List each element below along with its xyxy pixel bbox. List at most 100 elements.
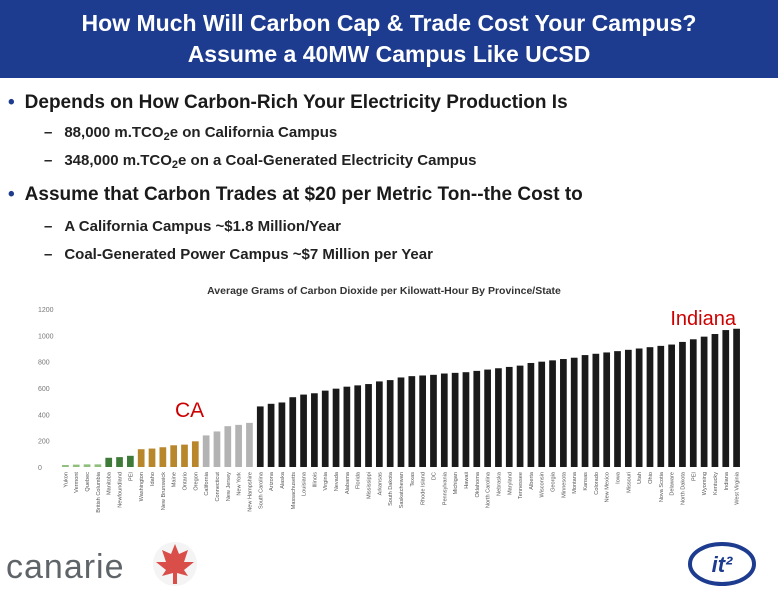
bar [213,431,221,467]
maple-leaf-logo [153,542,197,586]
sub-bullet-1-2-pre: 348,000 m.TCO [64,152,172,169]
bar [538,361,546,467]
y-tick-label: 200 [38,439,50,446]
bar [484,369,491,467]
bar [375,381,383,467]
sub-bullet-1-1-pre: 88,000 m.TCO [64,124,164,141]
x-tick-label: Minnesota [561,471,567,498]
y-tick-label: 1200 [38,307,54,314]
sub-bullet-1-2: –348,000 m.TCO2e on a Coal-Generated Ele… [44,152,476,171]
bar [451,372,459,467]
x-tick-label: Arkansas [377,472,383,496]
bar [614,351,621,467]
bar [116,457,123,468]
bar [137,449,145,467]
bar [440,373,448,467]
x-tick-label: West Virginia [735,471,741,505]
bar [700,336,708,467]
bar [105,457,113,467]
bar [505,366,513,467]
bar [148,448,156,467]
x-labels: Yukon Vermont Quebec British Columbia Manito… [63,471,740,513]
x-tick-label: Iowa [616,471,622,484]
x-tick-label: Delaware [670,472,676,496]
x-tick-label: New Hampshire [247,472,253,512]
bar [419,375,426,467]
dash: – [44,124,53,141]
x-tick-label: New Jersey [226,472,232,501]
sub-bullet-2-2-text: Coal-Generated Power Campus ~$7 Million … [64,246,433,263]
x-tick-label: PEI [691,472,697,481]
x-tick-label: Rhode Island [421,472,427,505]
bullet-1-text: Depends on How Carbon-Rich Your Electric… [24,92,568,113]
x-tick-label: Alaska [280,471,286,489]
x-tick-label: Pennsylvania [442,471,448,505]
bar [94,464,102,467]
x-tick-label: New York [237,472,243,496]
it2-ring [688,542,756,586]
bar [516,365,524,467]
bar [668,344,675,467]
x-tick-label: Louisiana [302,471,308,496]
sub-bullet-1-2-post: e on a Coal-Generated Electricity Campus [178,152,477,169]
bar [300,394,307,467]
bar [311,393,318,467]
x-tick-label: California [204,471,210,496]
bar [202,435,210,467]
bar [72,464,80,467]
dash: – [44,218,53,235]
bar [267,403,275,467]
x-tick-label: Alberta [529,471,535,490]
x-tick-label: British Columbia [96,471,102,513]
x-tick-label: Nevada [334,471,340,491]
x-tick-label: North Dakota [680,471,686,505]
x-tick-label: Ohio [648,472,654,484]
bar [235,424,242,467]
bar [354,385,362,467]
x-tick-label: Nebraska [496,471,502,496]
bar [581,355,589,467]
bar [679,341,686,467]
bar [397,377,405,467]
bars-group [62,328,740,468]
bar [386,380,394,467]
bar [473,370,481,467]
x-tick-label: Maryland [507,472,513,495]
sub-bullet-2-1: – A California Campus ~$1.8 Million/Year [44,218,341,235]
x-tick-label: Kentucky [713,472,719,495]
x-tick-label: Oregon [193,472,199,491]
x-tick-label: New Brunswick [161,472,167,510]
y-tick-label: 400 [38,412,50,419]
bar [62,465,69,467]
x-tick-label: Indiana [724,471,730,490]
bullet-1: • Depends on How Carbon-Rich Your Electri… [8,92,568,114]
chart-title: Average Grams of Carbon Dioxide per Kilo… [207,285,561,297]
bar [560,359,567,467]
bar [83,464,91,467]
x-tick-label: DC [431,472,437,480]
bar [246,422,253,467]
x-tick-label: PEI [128,472,134,481]
bar [321,390,329,467]
x-tick-label: Saskatchewan [399,472,405,508]
bar [332,388,340,467]
bar [603,352,611,467]
bar [711,334,719,467]
it2-text: it² [712,552,733,577]
x-tick-label: Massachusetts [291,472,297,510]
x-tick-label: Montana [572,471,578,494]
bullet-2-text: Assume that Carbon Trades at $20 per Met… [24,184,583,205]
bar [430,374,437,467]
x-tick-label: Michigan [453,472,459,494]
bar [181,444,188,467]
bar [635,348,643,467]
bar [191,441,199,467]
bar [527,362,535,467]
y-axis: 0 200 400 600 800 1000 1200 [38,307,54,472]
bar [570,357,578,467]
bar [549,360,556,467]
bullet-dot: • [8,92,15,113]
x-tick-label: Alabama [345,471,351,494]
slide-title: How Much Will Carbon Cap & Trade Cost Yo… [0,0,778,78]
it2-logo: it² [688,542,756,586]
